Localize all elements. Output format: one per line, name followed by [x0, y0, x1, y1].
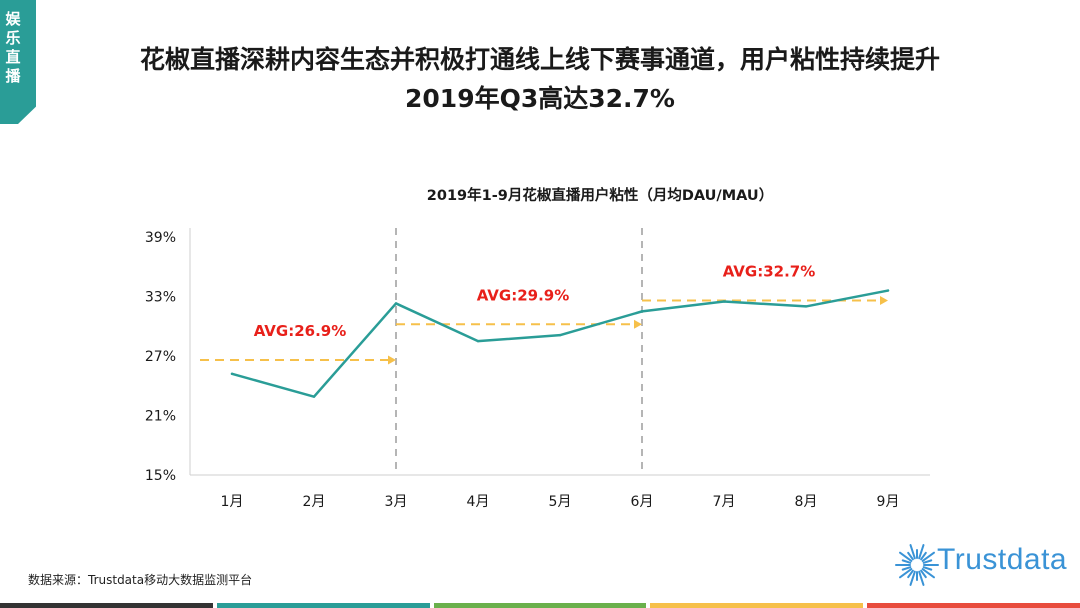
logo-ray [907, 569, 914, 579]
logo-text: Trustdata [937, 543, 1068, 576]
y-tick-label: 27% [145, 349, 176, 365]
x-tick-label: 3月 [385, 494, 408, 510]
data-point [476, 339, 480, 343]
x-tick-label: 7月 [713, 494, 736, 510]
bottom-bar-segment [216, 603, 430, 608]
page-title-line2: 2019年Q3高达32.7% [405, 84, 675, 113]
logo-ray [921, 568, 935, 579]
data-point [394, 302, 398, 305]
section-tag: 娱乐直播 [0, 0, 36, 124]
average-label: AVG:29.9% [477, 286, 570, 304]
data-point [722, 300, 726, 303]
x-tick-label: 2月 [303, 494, 326, 510]
data-point [886, 289, 890, 292]
data-point [312, 395, 316, 398]
data-point [230, 372, 234, 376]
bottom-color-bar [0, 603, 1080, 608]
average-arrow-icon [634, 319, 642, 329]
average-label: AVG:32.7% [723, 262, 816, 280]
x-tick-label: 9月 [877, 494, 900, 510]
starburst-icon [895, 544, 939, 586]
logo-ray [922, 566, 933, 571]
y-tick-label: 39% [145, 230, 176, 246]
data-point [804, 305, 808, 308]
logo-ray [899, 551, 913, 562]
logo-ray [920, 551, 927, 561]
logo-ray [918, 570, 925, 586]
x-tick-label: 6月 [631, 494, 654, 510]
y-tick-label: 33% [145, 290, 176, 306]
data-point [558, 333, 562, 337]
logo-ray [920, 569, 927, 579]
logo-ray [907, 551, 914, 561]
logo-ray [901, 566, 912, 571]
average-arrow-icon [880, 295, 888, 305]
logo-ray [909, 544, 916, 560]
average-arrow-icon [388, 355, 396, 365]
logo-ray [922, 559, 933, 564]
logo-ray [909, 570, 916, 586]
logo-ray [901, 559, 912, 564]
x-tick-label: 1月 [221, 494, 244, 510]
chart-title: 2019年1-9月花椒直播用户粘性（月均DAU/MAU） [426, 188, 774, 204]
bottom-bar-segment [433, 603, 647, 608]
logo-ray [918, 544, 925, 560]
data-point [640, 310, 644, 313]
y-tick-label: 15% [145, 468, 176, 484]
x-tick-label: 5月 [549, 494, 572, 510]
page-title-line1: 花椒直播深耕内容生态并积极打通线上线下赛事通道，用户粘性持续提升 [139, 45, 940, 74]
y-tick-label: 21% [145, 409, 176, 425]
x-tick-label: 8月 [795, 494, 818, 510]
data-source-note: 数据来源：Trustdata移动大数据监测平台 [28, 573, 253, 587]
logo-ray [899, 568, 913, 579]
bottom-bar-segment [0, 603, 213, 608]
logo-ray [921, 551, 935, 562]
section-tag-label: 娱乐直播 [5, 10, 21, 85]
trustdata-logo: Trustdata [893, 537, 1073, 593]
stickiness-series-line [230, 289, 890, 398]
average-label: AVG:26.9% [254, 322, 347, 340]
bottom-bar-segment [650, 603, 864, 608]
x-tick-label: 4月 [467, 494, 490, 510]
bottom-bar-segment [867, 603, 1080, 608]
